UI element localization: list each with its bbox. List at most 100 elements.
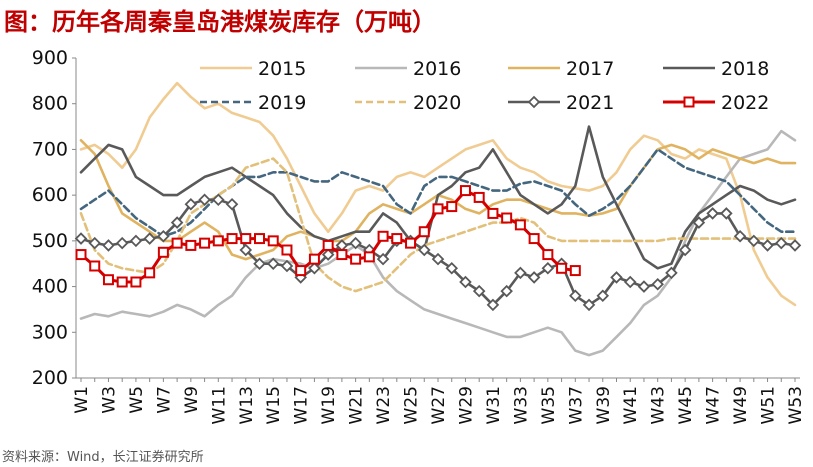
legend-marker-2021 [527, 95, 541, 109]
series-2015 [79, 81, 797, 307]
legend-label-2020: 2020 [413, 92, 461, 114]
point-2022 [89, 260, 101, 272]
point-2022 [542, 249, 554, 261]
x-tick-label: W21 [347, 386, 367, 424]
point-2022 [391, 233, 403, 245]
x-tick-label: W9 [182, 386, 202, 414]
point-2021 [321, 248, 335, 261]
point-2021 [541, 262, 555, 275]
point-2021 [527, 271, 541, 284]
x-tick-label: W17 [292, 386, 312, 424]
point-2022 [363, 251, 375, 263]
point-2021 [88, 236, 102, 250]
point-2021 [720, 207, 733, 220]
point-2021 [266, 257, 280, 270]
series-line-2019 [79, 148, 797, 238]
x-tick-label: W23 [374, 386, 394, 424]
point-2021 [143, 232, 156, 245]
axes: 200 300 400 500 600 700 800 900 W1 W3 W5 W7 W9 W11 W13… [32, 47, 806, 424]
legend-label-2017: 2017 [566, 58, 614, 80]
legend-label-2021: 2021 [566, 92, 614, 114]
point-2022 [350, 253, 362, 265]
x-tick-label: W27 [429, 386, 449, 424]
point-2021 [445, 262, 459, 275]
x-tick-label: W51 [759, 386, 779, 424]
point-2022 [185, 239, 197, 251]
point-2022 [336, 249, 348, 261]
point-2021 [569, 289, 582, 302]
point-2022 [102, 274, 114, 286]
legend-marker-2022 [683, 96, 695, 108]
series-2020 [79, 157, 797, 293]
point-2021 [129, 234, 143, 248]
series-2021 [74, 193, 802, 312]
point-2022 [281, 244, 293, 256]
legend-label-2016: 2016 [413, 58, 461, 80]
x-tick-label: W25 [402, 386, 422, 424]
point-2021 [623, 275, 637, 289]
point-2022 [254, 233, 265, 245]
x-tick-label: W7 [154, 386, 174, 414]
point-2022 [267, 235, 279, 247]
x-tick-label: W19 [319, 386, 339, 424]
point-2022 [240, 233, 252, 245]
point-2022 [556, 262, 568, 274]
legend-label-2019: 2019 [258, 92, 306, 114]
x-tick-label: W35 [539, 386, 559, 424]
point-2021 [225, 198, 239, 211]
legend-label-2015: 2015 [258, 58, 306, 80]
point-2021 [678, 243, 692, 257]
point-2021 [733, 230, 747, 243]
point-2021 [486, 298, 500, 312]
point-2021 [102, 239, 115, 252]
point-2022 [130, 276, 142, 288]
legend-item-2021: 2021 [508, 92, 614, 114]
x-tick-label: W31 [484, 386, 504, 424]
point-2022 [226, 233, 238, 245]
x-tick-label: W53 [786, 386, 806, 424]
point-2022 [528, 233, 540, 245]
point-2021 [376, 252, 390, 266]
legend-item-2019: 2019 [200, 92, 306, 114]
point-2021 [308, 262, 321, 275]
point-2022 [377, 230, 389, 242]
point-2021 [198, 193, 211, 206]
point-2021 [184, 198, 198, 211]
x-tick-label: W45 [676, 386, 696, 424]
source-note: 资料来源：Wind，长江证券研究所 [2, 450, 204, 465]
x-tick-label: W33 [511, 386, 531, 424]
point-2021 [239, 243, 253, 257]
point-2022 [418, 226, 430, 238]
point-2022 [514, 219, 526, 231]
y-tick-label: 500 [32, 230, 68, 252]
point-2021 [596, 289, 610, 302]
point-2021 [74, 232, 88, 245]
x-tick-label: W13 [237, 386, 257, 424]
x-tick-label: W5 [127, 386, 147, 414]
x-tick-label: W41 [621, 386, 641, 424]
point-2022 [308, 253, 320, 265]
point-2021 [157, 230, 170, 243]
point-2022 [405, 237, 417, 249]
point-2021 [472, 284, 486, 298]
y-tick-label: 300 [32, 321, 68, 343]
point-2021 [431, 252, 445, 266]
point-2021 [500, 284, 513, 298]
point-2021 [692, 216, 706, 229]
point-2022 [199, 237, 211, 249]
chart-title: 图：历年各周秦皇岛港煤炭库存（万吨） [4, 8, 436, 36]
point-2021 [610, 271, 623, 284]
point-2021 [253, 257, 266, 270]
series-2022 [75, 185, 581, 288]
x-tick-label: W47 [704, 386, 724, 424]
point-2021 [417, 243, 431, 257]
point-2022 [432, 203, 444, 215]
point-2021 [349, 236, 362, 250]
y-tick-label: 600 [32, 184, 68, 206]
x-tick-label: W37 [566, 386, 586, 424]
point-2021 [747, 234, 761, 248]
x-tick-label: W3 [99, 386, 119, 414]
y-tick-label: 700 [32, 138, 68, 160]
point-2021 [774, 236, 788, 250]
